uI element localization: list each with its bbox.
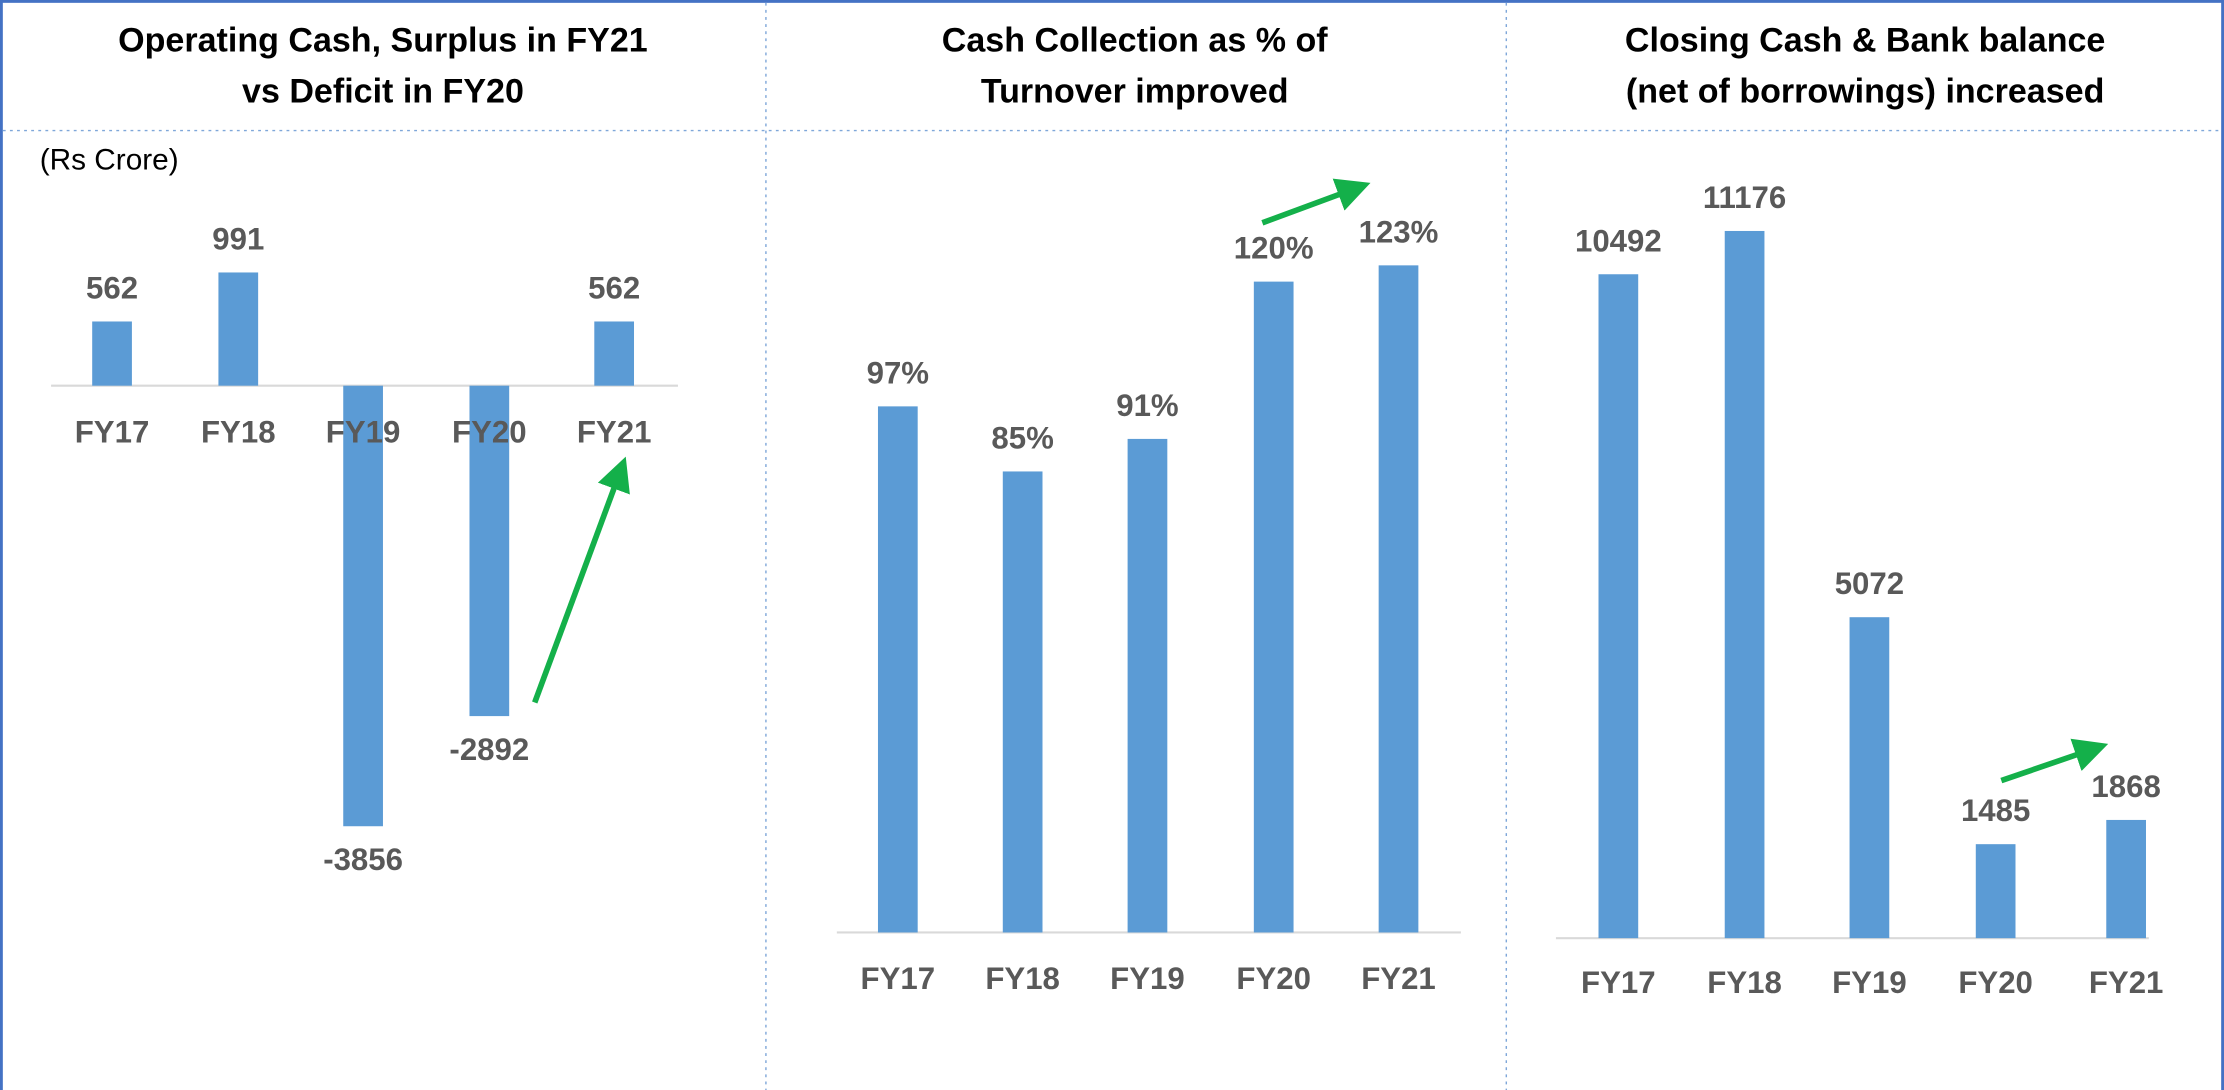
bar xyxy=(343,385,383,827)
x-tick-label: FY17 xyxy=(75,415,150,450)
bar xyxy=(877,406,918,933)
data-label: 123% xyxy=(1359,214,1439,249)
annotation: (Rs Crore) xyxy=(40,144,179,177)
arrow xyxy=(532,456,630,704)
x-tick-label: FY19 xyxy=(1110,961,1185,996)
x-tick-label: FY18 xyxy=(1707,965,1782,1000)
bar xyxy=(1849,617,1890,939)
data-label: 562 xyxy=(588,270,640,305)
x-tick-label: FY21 xyxy=(577,415,652,450)
chart-title: vs Deficit in FY20 xyxy=(242,73,524,111)
bar xyxy=(1724,230,1765,939)
data-label: 11176 xyxy=(1703,180,1786,215)
data-label: 85% xyxy=(991,420,1053,455)
bar xyxy=(469,385,510,717)
x-tick-label: FY17 xyxy=(861,961,936,996)
arrow xyxy=(1261,178,1371,226)
chart-title: (net of borrowings) increased xyxy=(1626,73,2104,111)
x-tick-label: FY19 xyxy=(1832,965,1907,1000)
data-label: 991 xyxy=(212,221,264,256)
bar xyxy=(1598,274,1639,939)
x-tick-label: FY18 xyxy=(201,415,276,450)
data-label: 1485 xyxy=(1961,793,2030,828)
bar xyxy=(1253,281,1294,933)
x-tick-label: FY20 xyxy=(1236,961,1311,996)
data-label: 562 xyxy=(86,270,138,305)
data-label: 5072 xyxy=(1835,566,1904,601)
bar xyxy=(218,272,259,386)
data-label: 10492 xyxy=(1575,223,1662,258)
x-tick-label: FY18 xyxy=(985,961,1060,996)
arrow xyxy=(2000,738,2109,784)
x-tick-label: FY21 xyxy=(2089,965,2164,1000)
x-tick-label: FY20 xyxy=(1958,965,2033,1000)
data-label: 91% xyxy=(1116,388,1178,423)
chart-title: Closing Cash & Bank balance xyxy=(1625,22,2105,60)
bar xyxy=(1127,438,1168,933)
bar xyxy=(1975,844,2016,939)
data-label: 120% xyxy=(1234,231,1314,266)
x-tick-label: FY19 xyxy=(326,415,401,450)
bar xyxy=(92,321,132,386)
bar xyxy=(2106,819,2146,939)
x-tick-label: FY21 xyxy=(1361,961,1436,996)
x-tick-label: FY17 xyxy=(1581,965,1656,1000)
data-label: 97% xyxy=(867,355,929,390)
data-label: -3856 xyxy=(323,842,403,877)
x-tick-label: FY20 xyxy=(452,415,527,450)
chart-title: Operating Cash, Surplus in FY21 xyxy=(118,22,648,60)
bar xyxy=(1002,471,1043,933)
data-label: 1868 xyxy=(2091,769,2160,804)
chart-title: Cash Collection as % of xyxy=(942,22,1328,60)
bar xyxy=(594,321,635,386)
bar xyxy=(1378,265,1419,933)
chart-title: Turnover improved xyxy=(981,73,1289,111)
data-label: -2892 xyxy=(449,732,529,767)
